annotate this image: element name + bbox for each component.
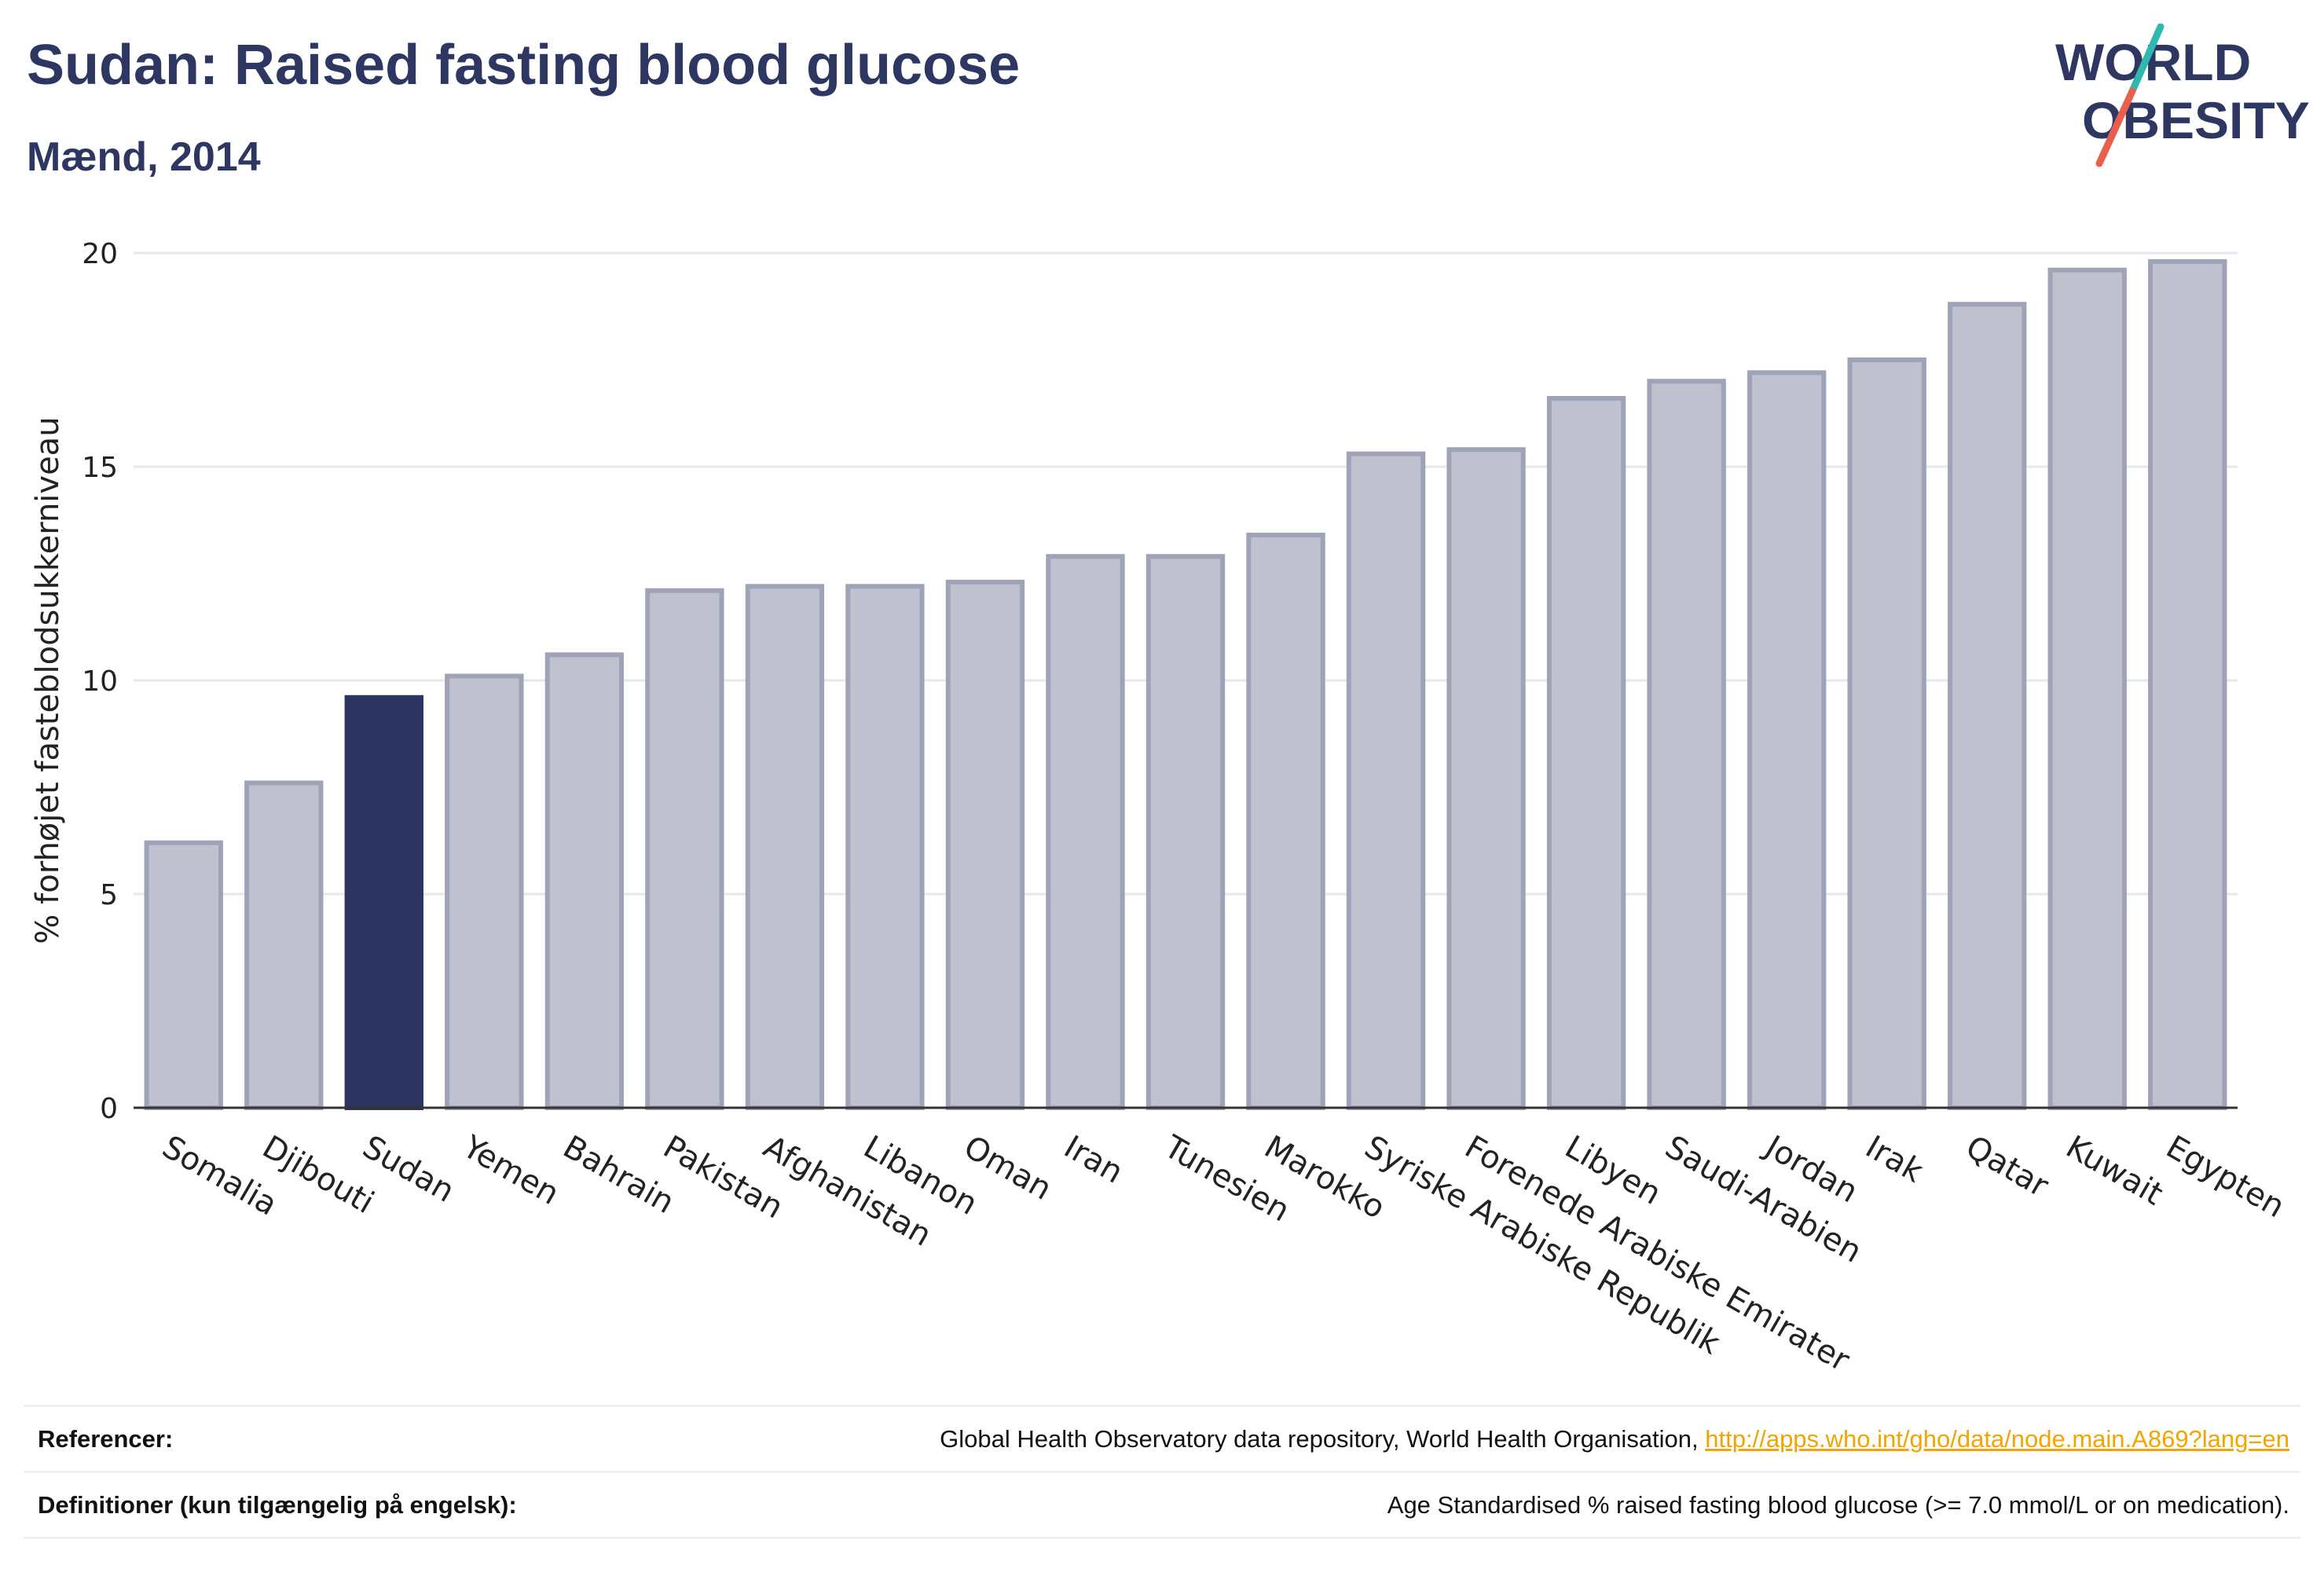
x-tick-label: Bahrain: [557, 1129, 680, 1221]
world-obesity-logo: WORLD OBESITY: [2055, 24, 2310, 167]
bar-sudan: [344, 695, 423, 1110]
y-axis-ticks: 0 5 10 15 20: [82, 238, 118, 1125]
bar-afghanistan: [745, 584, 825, 1110]
bar-jordan: [1747, 370, 1827, 1110]
bar-marokko: [1246, 533, 1325, 1110]
x-tick-label: Iran: [1058, 1129, 1129, 1191]
bar-pakistan: [645, 588, 724, 1110]
definitions-label: Definitioner (kun tilgængelig på engelsk…: [38, 1491, 517, 1519]
references-label: Referencer:: [38, 1425, 174, 1453]
logo-slash-top: [2128, 24, 2165, 95]
y-tick-label: 5: [100, 879, 118, 911]
references-value: Global Health Observatory data repositor…: [940, 1425, 2289, 1453]
y-tick-label: 10: [82, 665, 118, 698]
definitions-value: Age Standardised % raised fasting blood …: [1387, 1491, 2289, 1519]
bar-saudi-arabien: [1647, 379, 1726, 1110]
x-tick-label: Somalia: [156, 1129, 284, 1223]
references-link[interactable]: http://apps.who.int/gho/data/node.main.A…: [1705, 1425, 2289, 1453]
bar-tunesien: [1146, 554, 1226, 1110]
logo-slash-bottom: [2095, 87, 2136, 167]
x-tick-label: Kuwait: [2060, 1129, 2169, 1213]
bar-qatar: [1948, 302, 2027, 1110]
footer-divider-middle: [24, 1471, 2300, 1473]
bar-libanon: [845, 584, 925, 1110]
x-tick-label: Irak: [1860, 1129, 1930, 1190]
y-tick-label: 15: [82, 452, 118, 484]
bar-kuwait: [2047, 267, 2127, 1110]
x-tick-label: Egypten: [2160, 1129, 2290, 1226]
y-tick-label: 20: [82, 238, 118, 270]
bar-libyen: [1546, 395, 1626, 1110]
y-axis-title: % forhøjet fasteblodsukkerniveau: [30, 416, 66, 944]
references-text: Global Health Observatory data repositor…: [940, 1425, 1699, 1453]
bar-syriske-arabiske-republik: [1346, 451, 1426, 1110]
footer-divider-bottom: [24, 1537, 2300, 1539]
footer-definitions-row: Definitioner (kun tilgængelig på engelsk…: [38, 1474, 2289, 1537]
bar-iran: [1046, 554, 1125, 1110]
x-tick-label: Yemen: [456, 1128, 565, 1212]
bar-oman: [945, 579, 1025, 1110]
x-axis-labels: SomaliaDjiboutiSudanYemenBahrainPakistan…: [156, 1127, 2291, 1379]
bar-djibouti: [244, 780, 324, 1110]
bar-somalia: [144, 840, 223, 1110]
bar-yemen: [445, 673, 524, 1110]
footer-divider-top: [24, 1405, 2300, 1407]
chart-subtitle: Mænd, 2014: [27, 134, 261, 180]
bar-chart: 0 5 10 15 20 SomaliaDjiboutiSudanYemenBahrai…: [30, 238, 2291, 1379]
x-tick-label: Djibouti: [256, 1129, 379, 1221]
bars: [144, 258, 2227, 1110]
bar-bahrain: [544, 652, 625, 1110]
footer-references-row: Referencer: Global Health Observatory da…: [38, 1408, 2289, 1471]
bar-forenede-arabiske-emirater: [1446, 447, 1526, 1110]
bar-irak: [1847, 357, 1926, 1110]
chart-title: Sudan: Raised fasting blood glucose: [27, 34, 1021, 97]
bar-egypten: [2148, 258, 2227, 1110]
y-tick-label: 0: [100, 1093, 118, 1125]
x-tick-label: Qatar: [1959, 1129, 2055, 1204]
